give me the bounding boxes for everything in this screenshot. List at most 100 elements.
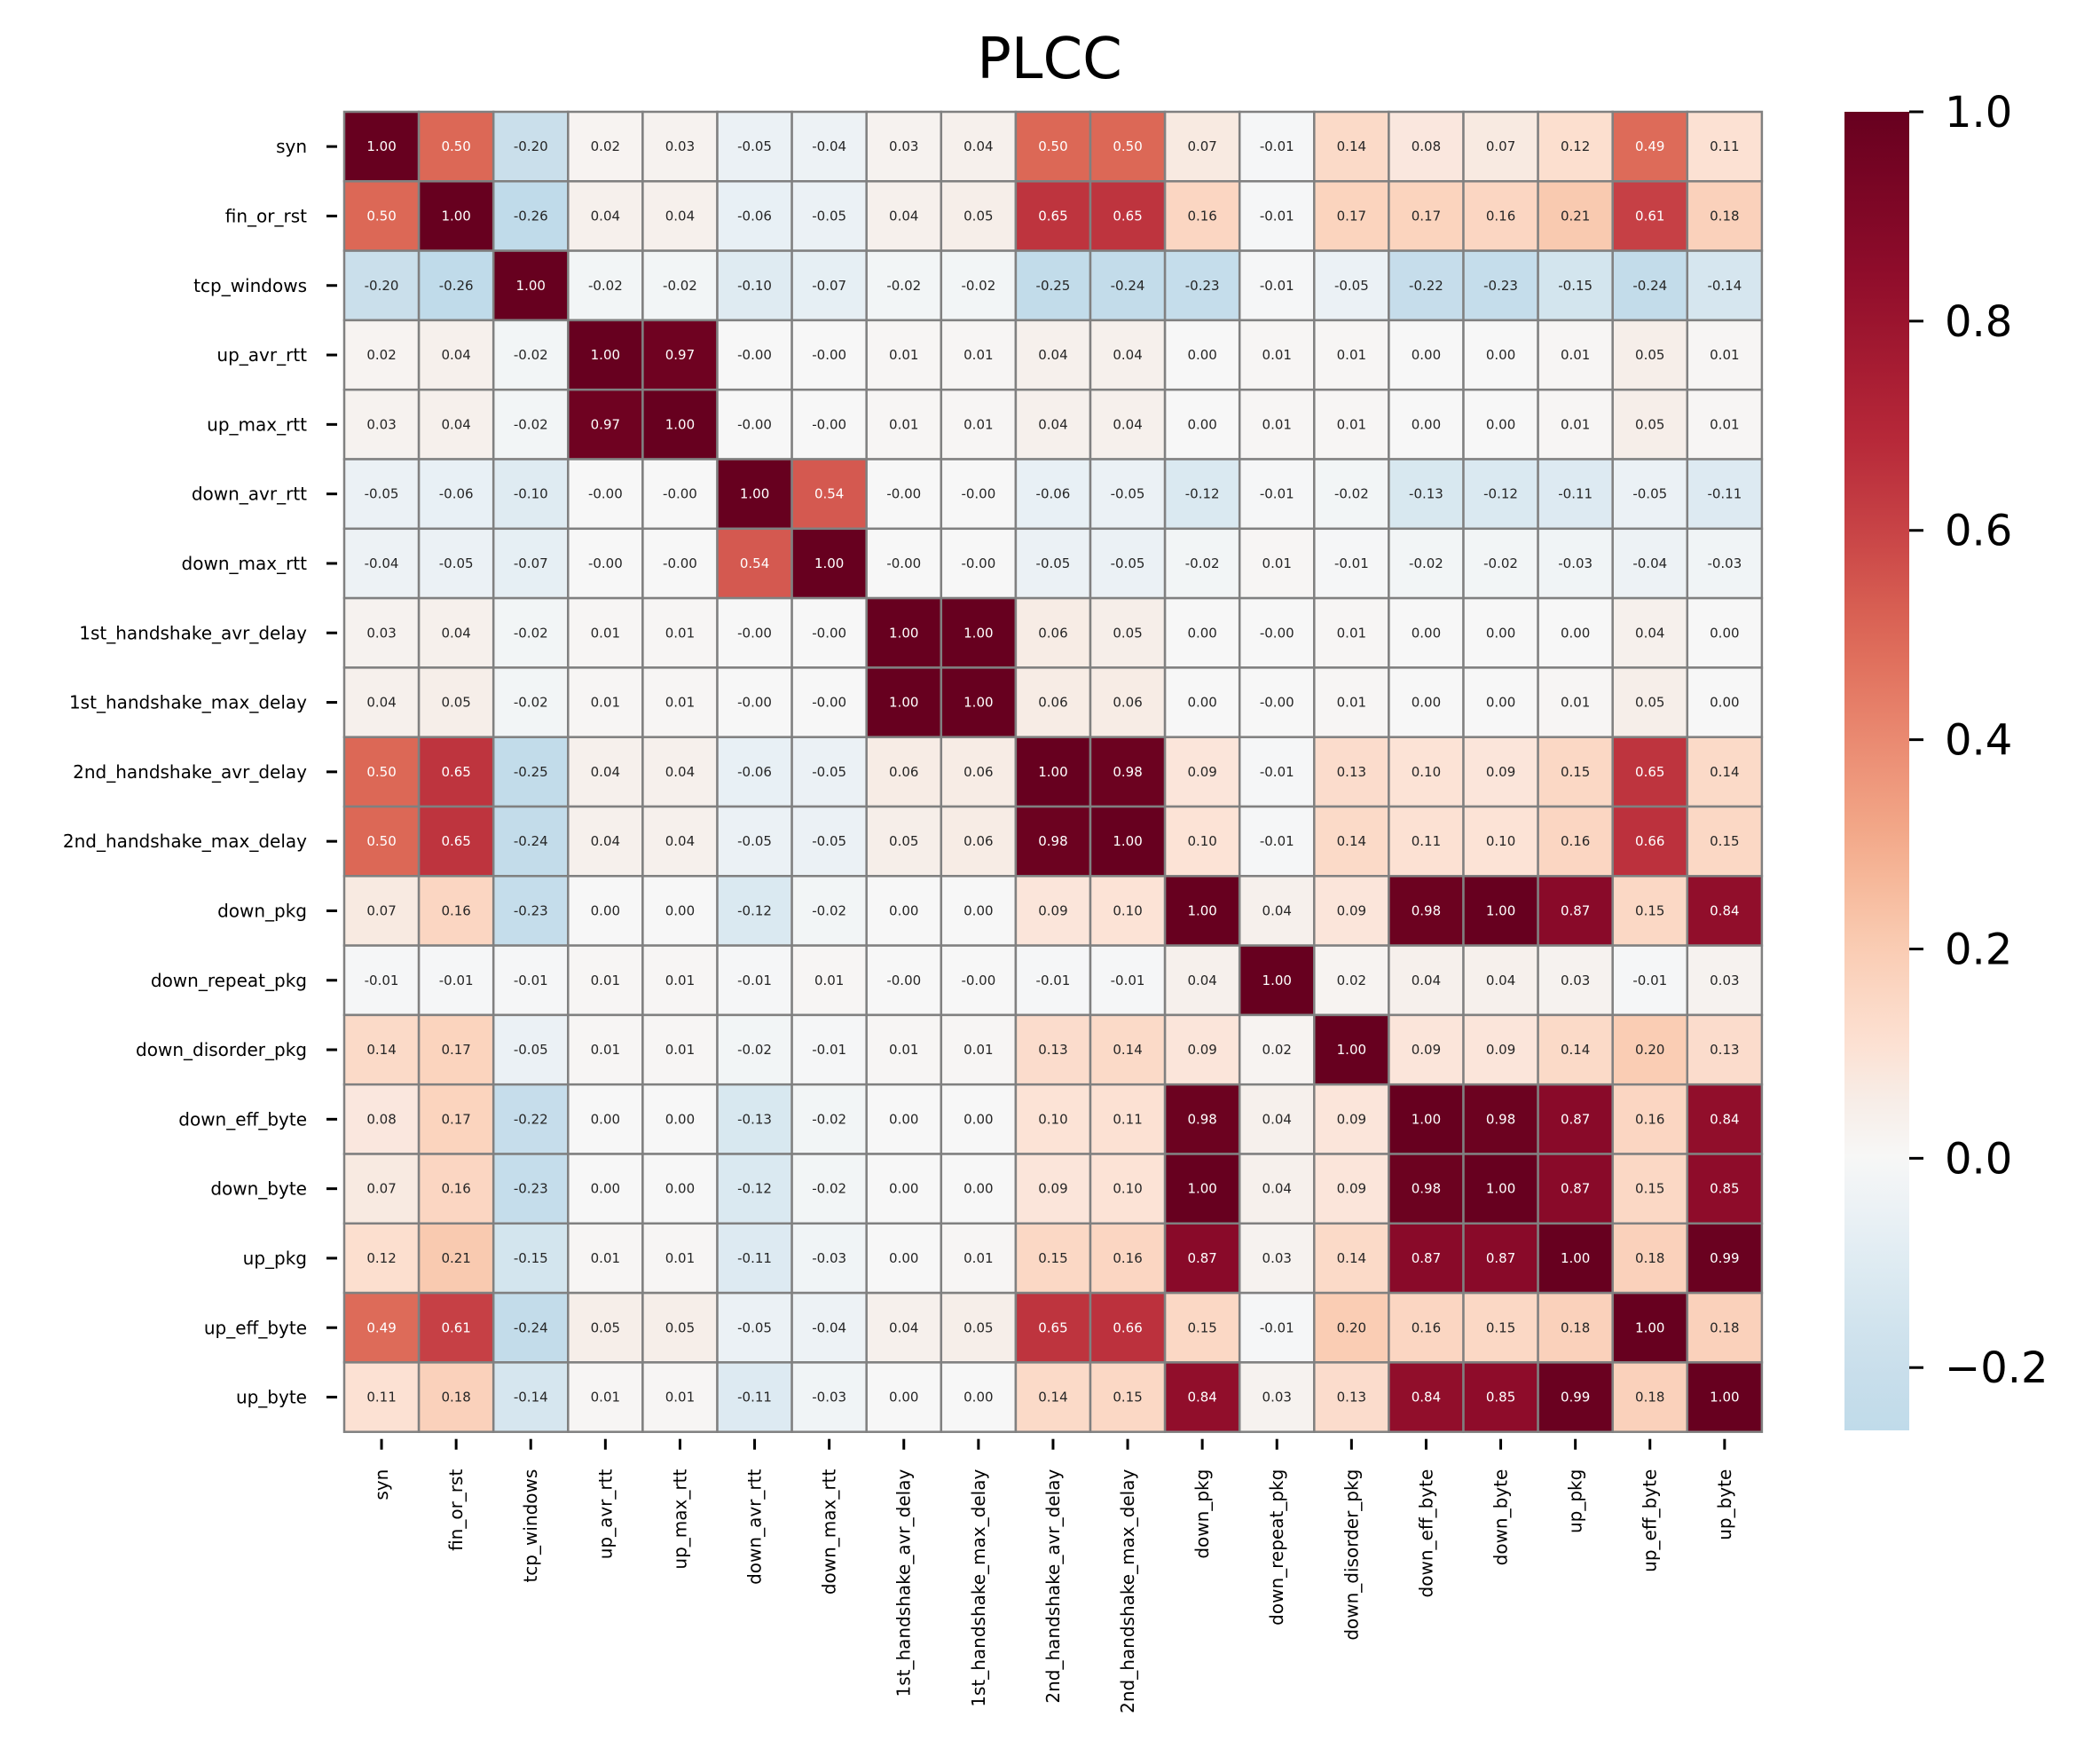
heatmap-cell — [1388, 388, 1465, 461]
heatmap-cell — [1537, 458, 1614, 531]
cell-value-label: 0.14 — [1113, 1042, 1142, 1058]
cell-value-label: 0.05 — [441, 695, 470, 711]
cell-value-label: 0.15 — [1038, 1250, 1067, 1266]
heatmap-cell — [790, 805, 868, 878]
cell-value-label: -0.03 — [1558, 555, 1593, 571]
cell-value-label: 0.04 — [665, 208, 695, 224]
heatmap-cell — [1163, 1153, 1241, 1225]
cell-value-label: -0.02 — [812, 902, 846, 918]
y-tick-label: up_byte — [236, 1387, 307, 1408]
heatmap-cell — [865, 458, 943, 531]
x-tick-label: 2nd_handshake_max_delay — [1117, 1469, 1138, 1713]
colorbar-tick-label: 0.2 — [1945, 925, 2012, 974]
x-tick-label: tcp_windows — [520, 1469, 541, 1583]
cell-value-label: 1.00 — [1561, 1250, 1590, 1266]
heatmap-cell — [417, 110, 495, 183]
heatmap-cell — [716, 1083, 793, 1155]
cell-value-label: 0.16 — [1113, 1250, 1142, 1266]
cell-value-label: -0.04 — [812, 1319, 846, 1335]
heatmap-cell — [790, 944, 868, 1017]
heatmap-cell — [1313, 596, 1390, 669]
x-tick-label: 1st_handshake_max_delay — [968, 1469, 989, 1707]
heatmap-cell — [1611, 944, 1689, 1017]
heatmap-cell — [1163, 180, 1241, 252]
heatmap-cell — [1089, 1013, 1167, 1086]
cell-value-label: 0.04 — [1113, 347, 1142, 363]
cell-value-label: 0.04 — [1038, 347, 1067, 363]
heatmap-cell — [940, 458, 1018, 531]
cell-value-label: 0.15 — [1486, 1319, 1515, 1335]
cell-value-label: -0.00 — [1260, 625, 1294, 641]
heatmap-cell — [1537, 319, 1614, 391]
cell-value-label: 0.10 — [1187, 833, 1216, 849]
heatmap-cell — [940, 666, 1018, 738]
cell-value-label: 0.11 — [1113, 1111, 1142, 1127]
cell-value-label: 0.04 — [441, 625, 470, 641]
heatmap-cell — [641, 1013, 719, 1086]
cell-value-label: 0.01 — [1262, 555, 1292, 571]
cell-value-label: -0.24 — [1632, 278, 1667, 294]
cell-value-label: 0.14 — [1710, 764, 1739, 780]
cell-value-label: -0.02 — [1185, 555, 1220, 571]
cell-value-label: 0.14 — [366, 1042, 396, 1058]
colorbar-tick-label: 0.4 — [1945, 716, 2012, 766]
cell-value-label: -0.02 — [961, 278, 995, 294]
cell-value-label: 0.21 — [441, 1250, 470, 1266]
cell-value-label: 0.04 — [963, 138, 993, 154]
cell-value-label: 0.13 — [1710, 1042, 1739, 1058]
cell-value-label: 1.00 — [963, 625, 993, 641]
heatmap-cell — [567, 249, 644, 322]
y-tick-label: up_pkg — [243, 1248, 307, 1269]
cell-value-label: 0.00 — [963, 1181, 993, 1197]
cell-value-label: -0.00 — [663, 486, 697, 502]
cell-value-label: 1.00 — [1337, 1042, 1366, 1058]
x-tick-label: up_max_rtt — [669, 1469, 690, 1570]
cell-value-label: 0.01 — [665, 973, 695, 988]
cell-value-label: 0.01 — [1561, 347, 1590, 363]
cell-value-label: 0.05 — [1635, 695, 1664, 711]
cell-value-label: 0.20 — [1635, 1042, 1664, 1058]
y-tick-label: up_avr_rtt — [216, 344, 307, 366]
cell-value-label: -0.01 — [1260, 486, 1294, 502]
y-tick-label: syn — [276, 136, 307, 157]
heatmap-cell — [940, 1361, 1018, 1433]
heatmap-cell — [1611, 805, 1689, 878]
heatmap-cell — [1163, 249, 1241, 322]
cell-value-label: -0.05 — [737, 138, 772, 154]
cell-value-label: 0.07 — [366, 1181, 396, 1197]
heatmap-cell — [1313, 1013, 1390, 1086]
cell-value-label: 0.03 — [1262, 1250, 1292, 1266]
cell-value-label: -0.01 — [737, 973, 772, 988]
heatmap-cell — [1388, 458, 1465, 531]
cell-value-label: 0.05 — [665, 1319, 695, 1335]
cell-value-label: 0.00 — [665, 1181, 695, 1197]
cell-value-label: -0.02 — [514, 416, 548, 432]
cell-value-label: -0.22 — [514, 1111, 548, 1127]
heatmap-cell — [417, 1013, 495, 1086]
heatmap-cell — [790, 458, 868, 531]
x-tick-label: up_avr_rtt — [594, 1469, 616, 1560]
heatmap-cell — [1014, 1291, 1092, 1364]
cell-value-label: 0.12 — [366, 1250, 396, 1266]
cell-value-label: 0.02 — [366, 347, 396, 363]
cell-value-label: 0.09 — [1038, 902, 1067, 918]
cell-value-label: -0.05 — [1111, 486, 1145, 502]
cell-value-label: 0.02 — [591, 138, 620, 154]
y-tick-label: down_eff_byte — [178, 1108, 307, 1130]
cell-value-label: 0.01 — [1337, 416, 1366, 432]
heatmap-cell — [1163, 388, 1241, 461]
cell-value-label: 0.00 — [1710, 695, 1739, 711]
heatmap-cell — [492, 1013, 570, 1086]
heatmap-cell — [492, 180, 570, 252]
cell-value-label: 0.65 — [441, 833, 470, 849]
cell-value-label: -0.02 — [663, 278, 697, 294]
heatmap-cell — [1163, 805, 1241, 878]
cell-value-label: -0.02 — [812, 1111, 846, 1127]
cell-value-label: -0.12 — [737, 1181, 772, 1197]
cell-value-label: 1.00 — [740, 486, 769, 502]
cell-value-label: 0.50 — [366, 208, 396, 224]
heatmap-cell — [641, 875, 719, 947]
heatmap-cell — [492, 458, 570, 531]
heatmap-cell — [1686, 944, 1764, 1017]
x-tick-label: up_pkg — [1565, 1469, 1586, 1533]
